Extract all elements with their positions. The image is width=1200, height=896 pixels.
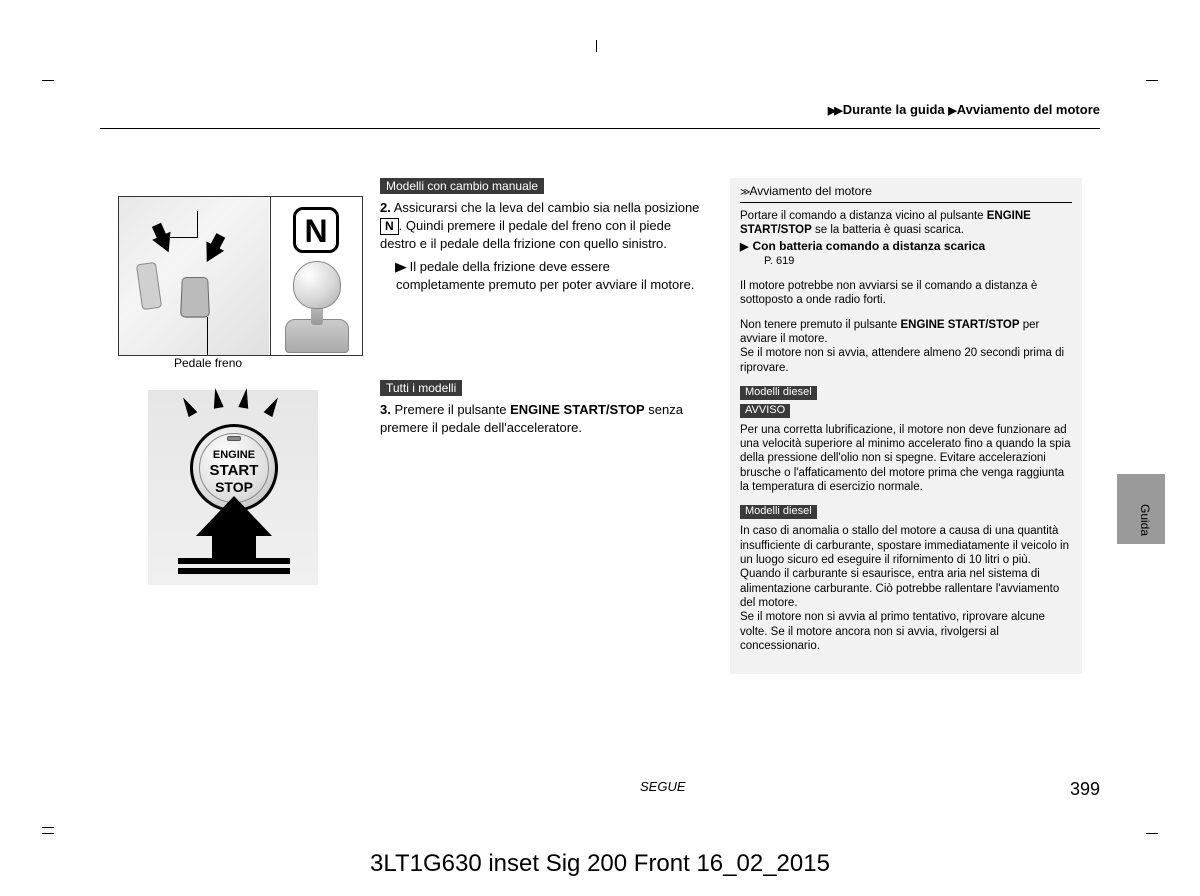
spark-icon [179,395,198,417]
start-button-diagram: ENGINE START STOP [148,390,318,585]
step-number: 3. [380,402,391,417]
note-text: Quando il carburante si esaurisce, entra… [740,567,1072,610]
pedals-gear-diagram: N [118,196,363,356]
bold-text: ENGINE START/STOP [900,319,1019,331]
step-text: Assicurarsi che la leva del cambio sia n… [394,200,700,215]
model-badge-all: Tutti i modelli [380,380,462,396]
continue-label: SEGUE [640,779,686,794]
note-text: Portare il comando a distanza vicino al … [740,210,987,222]
spark-icon [264,395,283,417]
note-block: Modelli diesel In caso di anomalia o sta… [740,504,1072,653]
spark-icon [238,387,251,408]
notes-title: Avviamento del motore [749,184,872,198]
avviso-badge: AVVISO [740,404,790,418]
diesel-badge: Modelli diesel [740,386,817,400]
step-text: Premere il pulsante [394,402,510,417]
note-text: Non tenere premuto il pulsante [740,319,900,331]
spark-icon [210,387,223,408]
step-2: 2. Assicurarsi che la leva del cambio si… [380,199,700,294]
step-text: . Quindi premere il pedale del freno con… [380,218,671,251]
page-reference: P. 619 [764,255,1072,269]
note-text: Se il motore non si avvia al primo tenta… [740,610,1072,653]
note-text: se la batteria è quasi scarica. [812,224,964,236]
crop-mark [1146,80,1158,81]
arrow-base-icon [178,558,290,564]
step-subtext: Il pedale della frizione deve essere com… [396,259,694,292]
start-label: START [193,462,275,479]
link-text: Con batteria comando a distanza scarica [752,239,985,253]
model-badge-manual: Modelli con cambio manuale [380,178,544,194]
note-text: Per una corretta lubrificazione, il moto… [740,423,1072,495]
breadcrumb-l2: Avviamento del motore [957,102,1100,117]
gear-knob-icon [293,261,341,309]
cross-reference: ▶ Con batteria comando a distanza scarica [740,239,1072,255]
crop-mark [1146,833,1158,834]
note-block: Il motore potrebbe non avviarsi se il co… [740,279,1072,308]
neutral-badge: N [293,207,339,253]
crop-mark [42,80,54,81]
stop-label: STOP [193,479,275,495]
engine-label: ENGINE [193,449,275,462]
breadcrumb: ▶▶Durante la guida ▶Avviamento del motor… [828,102,1100,117]
press-arrow-icon [196,496,272,536]
note-block: Non tenere premuto il pulsante ENGINE ST… [740,318,1072,376]
crop-mark [42,833,54,834]
led-icon [227,436,241,441]
arrow-base-icon [178,568,290,574]
breadcrumb-l1: Durante la guida [843,102,945,117]
sub-arrow-icon: ▶ [395,258,407,276]
notes-heading: ≫Avviamento del motore [740,184,1072,203]
note-block: Portare il comando a distanza vicino al … [740,209,1072,269]
note-block: Modelli diesel AVVISO Per una corretta l… [740,385,1072,494]
section-tab-label: Guida [1138,504,1152,536]
step-3: 3. Premere il pulsante ENGINE START/STOP… [380,401,700,437]
diagram-column: Pedale frizione N [118,178,363,585]
note-text: In caso di anomalia o stallo del motore … [740,524,1072,567]
page-number: 399 [1070,779,1100,800]
step-number: 2. [380,200,391,215]
bold-text: ENGINE START/STOP [510,402,645,417]
link-arrow-icon: ▶ [740,241,748,253]
imposition-code: 3LT1G630 inset Sig 200 Front 16_02_2015 [0,850,1200,878]
note-text: Se il motore non si avvia, attendere alm… [740,347,1064,373]
label-pedale-freno: Pedale freno [174,356,242,370]
brake-pedal-icon [180,277,210,318]
chevron-icon: ≫ [740,187,747,198]
notes-column: ≫Avviamento del motore Portare il comand… [730,178,1082,674]
divider [100,128,1100,129]
diesel-badge: Modelli diesel [740,505,817,519]
n-box: N [380,218,399,235]
crop-mark [596,40,597,52]
instructions-column: Modelli con cambio manuale 2. Assicurars… [380,178,700,447]
